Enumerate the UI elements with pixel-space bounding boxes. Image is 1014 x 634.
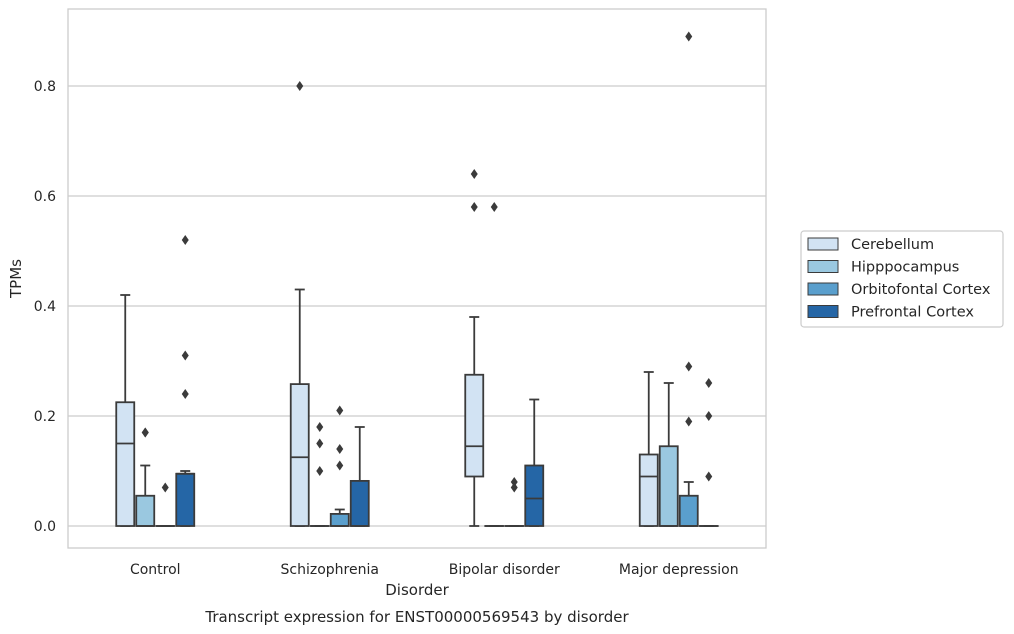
outlier-point (470, 202, 478, 212)
box-0-3 (638, 371, 659, 527)
outlier-point (685, 31, 693, 42)
legend-label: Cerebellum (851, 237, 934, 253)
y-tick-label: 0.4 (34, 299, 56, 315)
y-tick-label: 0.6 (34, 189, 56, 205)
box-0-0 (115, 294, 136, 527)
box-body (349, 479, 370, 527)
outlier-point (316, 438, 324, 449)
box-2-2 (504, 477, 525, 527)
box-body (464, 373, 485, 478)
box-2-3 (678, 31, 699, 527)
chart-caption: Transcript expression for ENST0000056954… (204, 608, 629, 626)
outlier-point (181, 235, 189, 245)
outlier-point (336, 460, 344, 471)
x-tick-label: Schizophrenia (281, 562, 379, 578)
outlier-point (490, 202, 498, 212)
outlier-point (470, 169, 478, 179)
x-tick-label: Control (130, 562, 181, 578)
box-body (175, 472, 196, 527)
outlier-point (705, 378, 713, 388)
outlier-point (685, 416, 693, 427)
box-body (329, 513, 350, 527)
legend-label: Hipppocampus (851, 260, 959, 276)
y-tick-label: 0.0 (34, 519, 56, 535)
x-tick-label: Major depression (619, 562, 739, 578)
outlier-point (161, 482, 169, 493)
box-2-1 (329, 405, 350, 527)
outlier-point (181, 389, 189, 399)
box-0-2 (464, 169, 485, 527)
outlier-point (296, 81, 304, 91)
y-tick-label: 0.8 (34, 79, 56, 95)
box-1-0 (135, 427, 156, 527)
x-tick-labels: Control Schizophrenia Bipolar disorder Majo… (130, 562, 739, 578)
y-axis-title: TPMs (7, 259, 25, 299)
y-tick-label: 0.2 (34, 409, 56, 425)
box-3-2 (524, 398, 545, 527)
outlier-point (336, 444, 344, 454)
legend-swatch (807, 237, 839, 251)
box-body (678, 494, 699, 527)
outlier-point (181, 350, 189, 361)
outlier-point (705, 471, 713, 482)
box-body (658, 445, 679, 527)
x-axis-title: Disorder (385, 581, 449, 599)
box-3-1 (349, 426, 370, 527)
outlier-point (141, 427, 149, 438)
box-1-1 (309, 422, 330, 527)
box-body (524, 464, 545, 527)
legend-swatch (807, 305, 839, 318)
box-1-3 (658, 382, 679, 527)
box-2-0 (155, 482, 176, 527)
y-tick-labels: 0.0 0.2 0.4 0.6 0.8 (34, 79, 56, 535)
legend-label: Orbitofontal Cortex (851, 282, 991, 298)
box-3-0 (175, 235, 196, 527)
outlier-point (316, 422, 324, 432)
box-3-3 (698, 378, 719, 527)
box-body (135, 494, 156, 527)
legend: Cerebellum Hipppocampus Orbitofontal Corte… (800, 230, 1004, 328)
box-body (638, 453, 659, 527)
outlier-point (510, 482, 518, 493)
legend-swatch (807, 260, 839, 273)
box-0-1 (289, 81, 310, 527)
x-tick-label: Bipolar disorder (449, 562, 560, 578)
legend-frame (800, 230, 1004, 328)
box-body (289, 383, 310, 527)
box-layer (115, 31, 719, 527)
plot-frame (67, 8, 767, 549)
box-1-2 (484, 202, 505, 527)
legend-swatch (807, 282, 839, 296)
outlier-point (336, 405, 344, 416)
outlier-point (316, 466, 324, 476)
box-body (115, 401, 136, 527)
outlier-point (510, 477, 518, 487)
outlier-point (705, 411, 713, 421)
legend-label: Prefrontal Cortex (851, 305, 974, 321)
outlier-point (685, 361, 693, 372)
